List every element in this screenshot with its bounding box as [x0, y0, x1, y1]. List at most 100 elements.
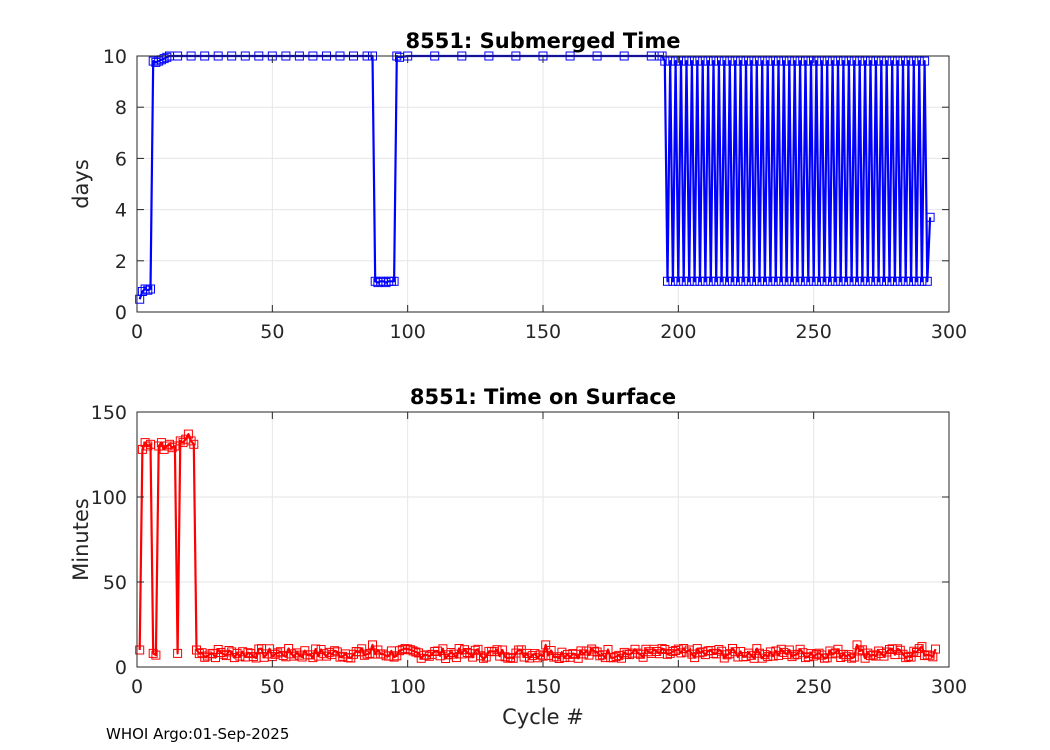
x-tick-label: 200	[660, 321, 696, 343]
x-axis-label: Cycle #	[502, 705, 584, 729]
data-point	[847, 276, 857, 286]
data-point	[684, 276, 694, 286]
data-point	[795, 644, 805, 654]
data-point	[728, 276, 737, 286]
data-point	[817, 56, 827, 66]
data-point	[682, 56, 691, 66]
data-point	[830, 276, 840, 286]
data-point	[717, 276, 727, 286]
data-point	[508, 653, 518, 663]
data-point	[722, 276, 732, 286]
chart-2: 0 50 100 150 200 250 300 0 50 100 150 8551: Time on…	[69, 385, 967, 729]
data-point	[311, 644, 321, 654]
data-point	[140, 438, 150, 448]
data-point	[698, 56, 708, 66]
data-point	[162, 52, 172, 62]
data-point	[424, 651, 434, 661]
data-point	[868, 276, 878, 286]
data-point	[330, 646, 340, 656]
x-tick-label: 100	[390, 676, 426, 698]
data-point	[847, 653, 857, 663]
data-point	[679, 276, 689, 286]
data-point	[719, 56, 729, 66]
y-tick-label: 0	[115, 302, 127, 324]
data-point	[814, 648, 824, 658]
x-tick-label: 0	[131, 321, 143, 343]
data-point	[676, 56, 686, 66]
data-point	[795, 56, 805, 66]
y-tick-label: 0	[115, 657, 127, 679]
data-point	[579, 649, 589, 659]
data-point	[920, 56, 930, 66]
data-point	[763, 652, 773, 662]
data-point	[167, 443, 177, 453]
data-point	[671, 56, 681, 66]
data-point	[711, 276, 721, 286]
data-point	[811, 56, 821, 66]
data-point	[749, 276, 759, 286]
data-point	[771, 276, 781, 286]
data-point	[557, 647, 567, 657]
data-point	[533, 653, 543, 663]
data-point	[668, 276, 678, 286]
data-point	[849, 56, 859, 66]
x-tick-label: 250	[796, 676, 832, 698]
data-point	[492, 645, 502, 655]
data-point	[473, 644, 483, 654]
data-point	[389, 652, 399, 662]
data-point	[844, 56, 854, 66]
y-tick-label: 10	[103, 46, 127, 68]
data-point	[165, 439, 174, 449]
x-tick-label: 250	[796, 321, 832, 343]
data-point	[763, 56, 773, 66]
y-tick-label: 50	[103, 572, 127, 594]
data-point	[882, 56, 892, 66]
data-point	[906, 276, 916, 286]
data-point	[874, 276, 884, 286]
y-tick-label: 8	[115, 97, 127, 119]
x-tick-label: 300	[931, 321, 967, 343]
data-point	[706, 276, 716, 286]
data-point	[806, 56, 816, 66]
data-point	[917, 276, 927, 286]
data-point	[665, 56, 675, 66]
x-tick-label: 50	[260, 676, 284, 698]
data-point	[909, 56, 919, 66]
data-point	[692, 56, 702, 66]
data-point	[503, 653, 513, 663]
data-point	[690, 653, 700, 663]
data-point	[408, 646, 418, 656]
data-point	[349, 649, 358, 659]
data-point	[714, 645, 724, 654]
data-point	[876, 56, 886, 66]
data-point	[752, 644, 762, 654]
data-point	[730, 647, 740, 657]
data-point	[849, 652, 859, 662]
data-point	[730, 56, 740, 66]
data-point	[922, 276, 932, 286]
data-point	[901, 653, 911, 663]
data-point	[776, 276, 786, 286]
data-point	[898, 56, 908, 66]
data-point	[159, 54, 169, 64]
data-point	[820, 276, 829, 286]
data-point	[755, 276, 764, 286]
y-axis-label: days	[69, 159, 93, 209]
data-point	[895, 276, 905, 286]
data-point	[682, 647, 691, 657]
data-point	[752, 56, 762, 66]
data-point	[146, 284, 155, 294]
data-point	[470, 645, 480, 655]
data-point	[248, 652, 258, 662]
data-point	[860, 56, 870, 66]
data-point	[901, 276, 911, 286]
data-point	[357, 644, 367, 654]
data-point	[852, 276, 862, 286]
data-point	[903, 56, 913, 66]
data-point	[587, 644, 597, 654]
data-point	[866, 651, 875, 661]
data-point	[481, 652, 491, 662]
data-point	[887, 56, 897, 66]
data-point	[906, 652, 916, 662]
data-point	[690, 276, 700, 286]
